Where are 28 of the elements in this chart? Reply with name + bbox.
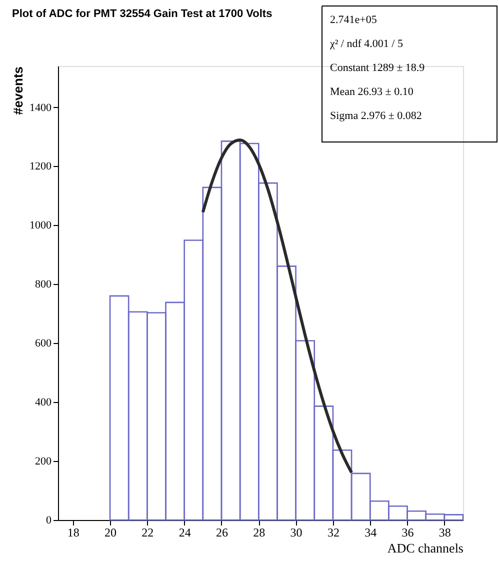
y-tick-label: 200: [35, 456, 52, 468]
x-tick-label: 34: [364, 526, 377, 540]
x-tick-label: 24: [178, 526, 191, 540]
x-tick-label: 20: [104, 526, 117, 540]
annotation: Sigma 2.976 ± 0.082: [330, 110, 422, 122]
y-tick-label: 800: [35, 278, 52, 291]
chart-title: Plot of ADC for PMT 32554 Gain Test at 1700 Volts: [12, 8, 272, 20]
x-tick-label: 18: [67, 526, 80, 540]
line-series: [201, 138, 354, 474]
x-tick-label: 30: [290, 526, 302, 540]
y-tick-label: 400: [35, 396, 52, 409]
y-tick-label: 0: [46, 514, 52, 526]
annotation: Mean 26.93 ± 0.10: [330, 86, 414, 98]
y-tick-label: 1000: [30, 220, 52, 232]
text: 2.741e+05: [330, 14, 378, 26]
text: χ² / ndf 4.001 / 5: [329, 38, 404, 50]
y-tick-label: 600: [35, 338, 52, 350]
x-tick-label: 28: [253, 526, 266, 540]
x-tick-label: 32: [327, 526, 340, 540]
x-tick-label: 22: [142, 526, 154, 540]
x-axis-title: ADC channels: [387, 540, 464, 556]
annotation: Constant 1289 ± 18.9: [330, 62, 426, 74]
x-tick-label: 26: [216, 526, 228, 540]
x-tick-label: 38: [438, 526, 451, 540]
y-tick-label: 1400: [30, 102, 52, 114]
y-tick-label: 1200: [30, 160, 52, 173]
x-tick-label: 36: [402, 526, 414, 540]
y-axis-title: #events: [10, 66, 26, 115]
